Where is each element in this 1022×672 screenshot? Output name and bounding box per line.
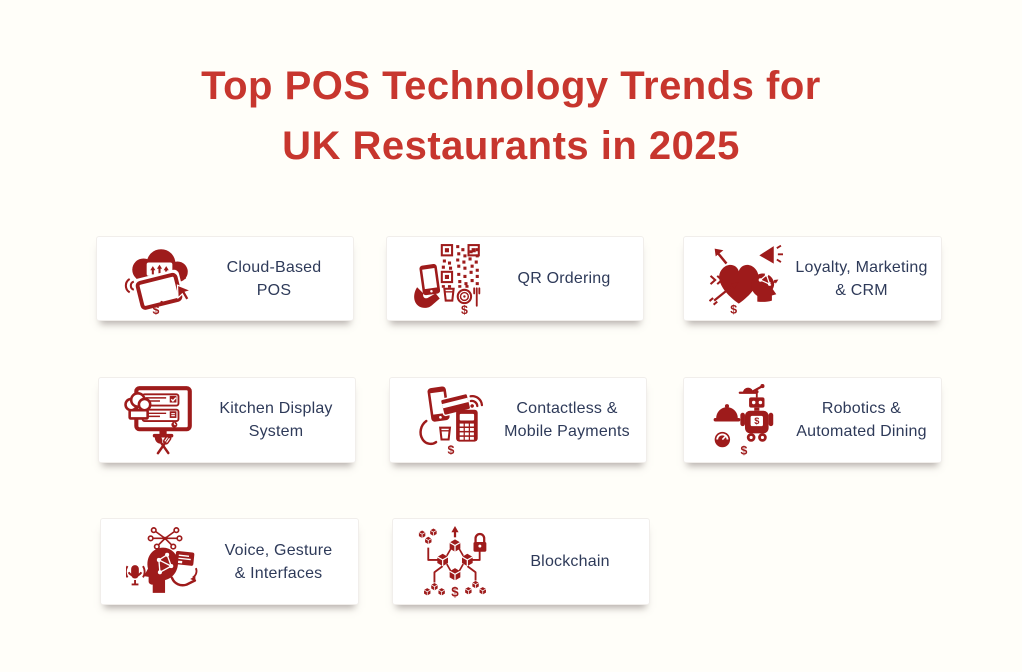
card-robotics-automated-dining: $ $ Robotics & Automated Dining	[683, 377, 942, 463]
card-label-line: & CRM	[835, 281, 888, 299]
card-label-line: Blockchain	[530, 553, 610, 570]
voice-gesture-icon	[121, 525, 205, 599]
card-label: Blockchain	[497, 550, 649, 573]
kitchen-display-icon	[119, 383, 203, 457]
card-label-line: QR Ordering	[517, 270, 611, 287]
card-qr-ordering: $ QR Ordering	[386, 236, 644, 321]
card-label: Loyalty, Marketing & CRM	[788, 256, 941, 302]
dollar-glyph: $	[152, 302, 159, 315]
card-label: Robotics & Automated Dining	[788, 397, 941, 443]
card-contactless-mobile-payments: $ Contactless & Mobile Payments	[389, 377, 647, 463]
qr-code-scan-icon: $	[407, 242, 491, 316]
dollar-glyph: $	[461, 302, 468, 315]
card-label-line: Mobile Payments	[504, 423, 630, 440]
dollar-glyph: $	[754, 416, 760, 426]
card-label: Voice, Gesture & Interfaces	[205, 539, 358, 585]
page-title-line2: UK Restaurants in 2025	[282, 124, 740, 168]
card-label: Kitchen Display System	[203, 397, 355, 443]
card-label: Contactless & Mobile Payments	[494, 397, 646, 443]
page-title: Top POS Technology Trends for UK Restaur…	[0, 56, 1022, 176]
card-label: Cloud-Based POS	[201, 256, 353, 302]
card-blockchain: $ Blockchain	[392, 518, 650, 605]
card-label-line: & Interfaces	[234, 564, 323, 582]
robot-icon: $ $	[704, 383, 788, 457]
card-label-line: Contactless &	[516, 400, 618, 417]
dollar-glyph: $	[730, 302, 737, 316]
card-loyalty-marketing-crm: $ Loyalty, Marketing & CRM	[683, 236, 942, 321]
card-label-line: System	[248, 423, 304, 440]
card-label-line: Voice, Gesture	[224, 541, 333, 559]
card-label-line: Loyalty, Marketing	[795, 258, 928, 276]
card-label-line: POS	[256, 281, 292, 299]
card-label-line: Automated Dining	[796, 423, 927, 440]
card-label-line: Cloud-Based	[226, 258, 322, 276]
dollar-glyph: $	[741, 443, 748, 457]
card-label: QR Ordering	[491, 267, 643, 290]
card-voice-gesture-interfaces: Voice, Gesture & Interfaces	[100, 518, 359, 605]
blockchain-icon: $	[413, 525, 497, 599]
contactless-payment-icon: $	[410, 383, 494, 457]
card-kitchen-display-system: Kitchen Display System	[98, 377, 356, 463]
card-label-line: Kitchen Display	[219, 400, 333, 417]
loyalty-heart-icon: $	[704, 242, 788, 316]
card-label-line: Robotics &	[821, 400, 902, 417]
dollar-glyph: $	[451, 584, 459, 599]
dollar-glyph: $	[448, 443, 455, 457]
cloud-pos-icon: $	[117, 242, 201, 316]
card-cloud-based-pos: $ Cloud-Based POS	[96, 236, 354, 321]
page-title-line1: Top POS Technology Trends for	[201, 64, 821, 108]
